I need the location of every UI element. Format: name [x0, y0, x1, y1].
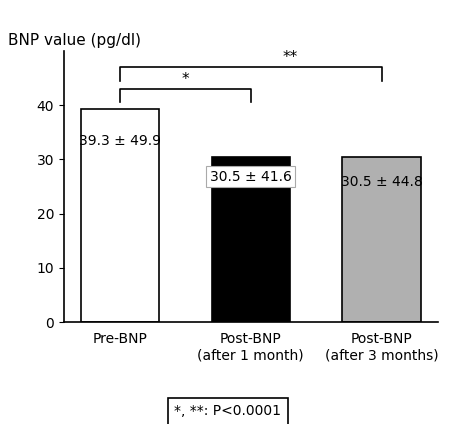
Bar [211, 157, 289, 322]
Text: BNP value (pg/dl): BNP value (pg/dl) [8, 33, 141, 48]
Bar [81, 109, 159, 322]
Text: 39.3 ± 49.9: 39.3 ± 49.9 [79, 134, 161, 148]
Text: 30.5 ± 44.8: 30.5 ± 44.8 [340, 175, 421, 189]
Text: *: * [181, 72, 189, 86]
Text: **: ** [282, 50, 297, 65]
Text: 30.5 ± 41.6: 30.5 ± 41.6 [209, 170, 291, 184]
Text: *, **: P<0.0001: *, **: P<0.0001 [174, 404, 281, 418]
Bar [342, 157, 420, 322]
